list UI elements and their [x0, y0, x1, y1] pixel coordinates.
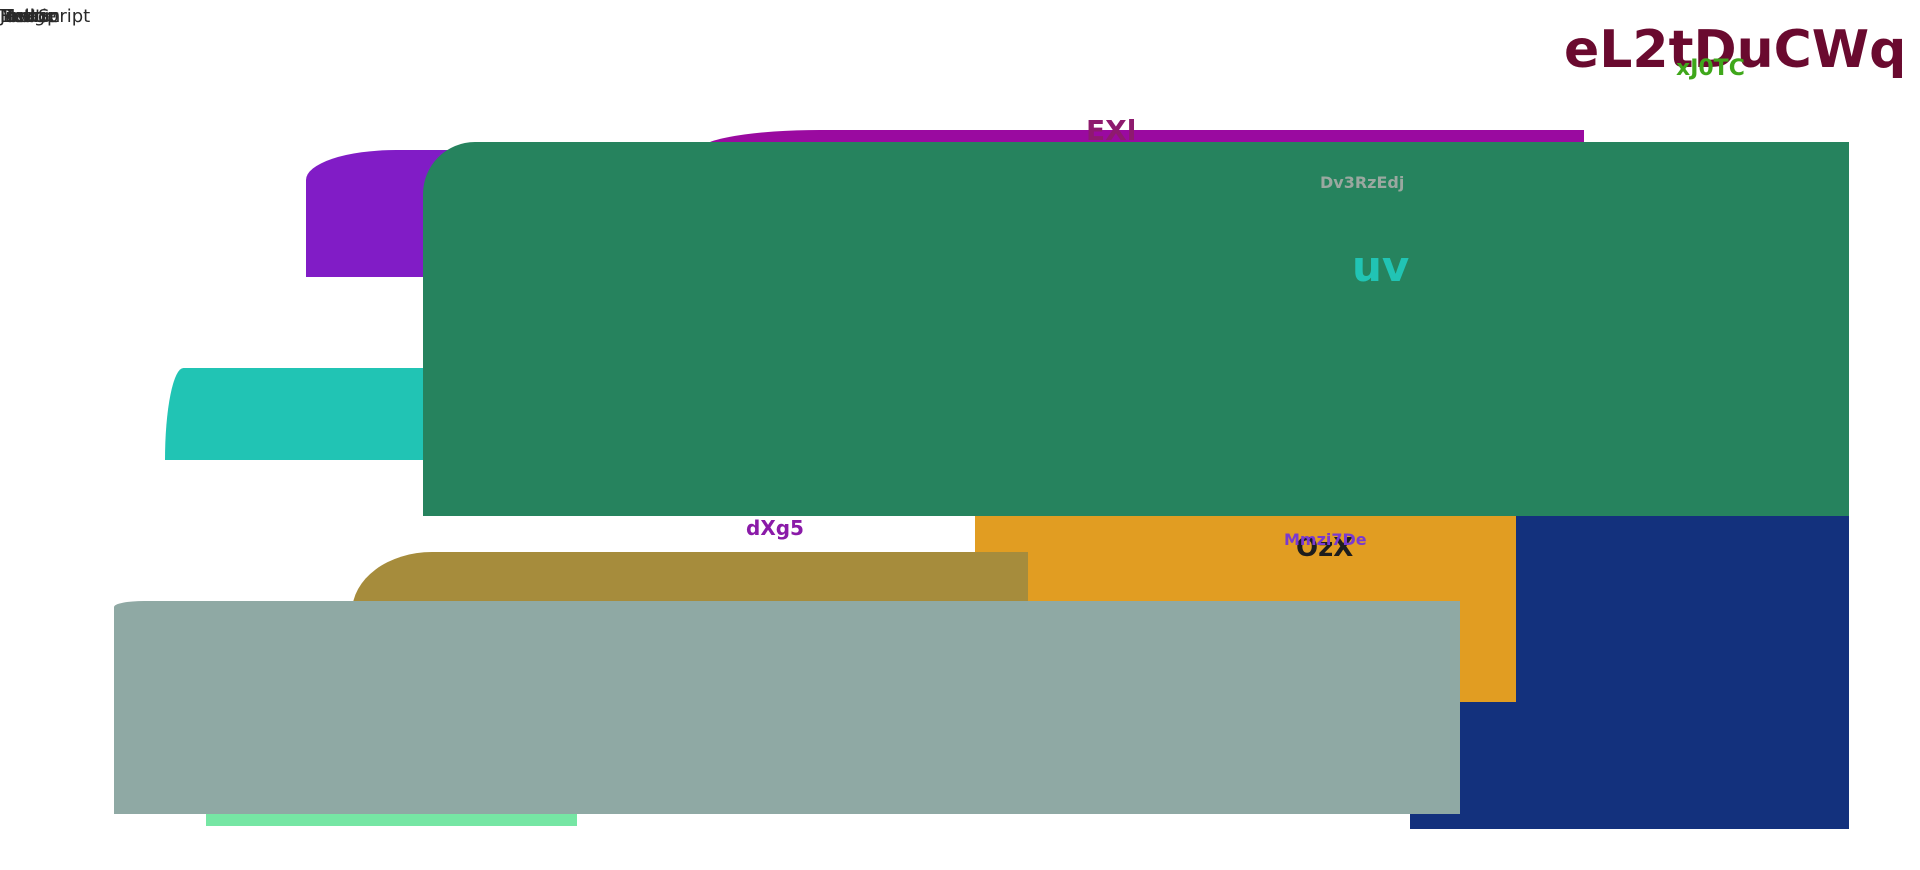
top-left-label-6: Tooltip — [0, 6, 59, 27]
label-dv: Dv3RzEdj — [1320, 173, 1405, 192]
label-uv: uv — [1352, 242, 1410, 291]
label-mm: Mmzi7De — [1284, 530, 1367, 549]
top-left-label-4: JavaScript — [0, 6, 91, 27]
label-exl: EXl — [1086, 114, 1137, 147]
top-left-label-2: Button — [0, 6, 61, 27]
sage-panel — [114, 601, 1460, 814]
page-subtitle: xJ0TC — [1676, 56, 1745, 81]
label-ozx: OzX — [1296, 533, 1354, 563]
green-panel — [423, 142, 1849, 516]
teal-panel — [165, 368, 445, 460]
top-left-label-3: Menu — [0, 6, 50, 27]
label-dxg: dXg5 — [746, 516, 804, 540]
top-left-label-1: Hello — [0, 6, 46, 27]
page-title: eL2tDuCWq — [1564, 20, 1907, 80]
top-left-label-5: Image — [0, 6, 57, 27]
